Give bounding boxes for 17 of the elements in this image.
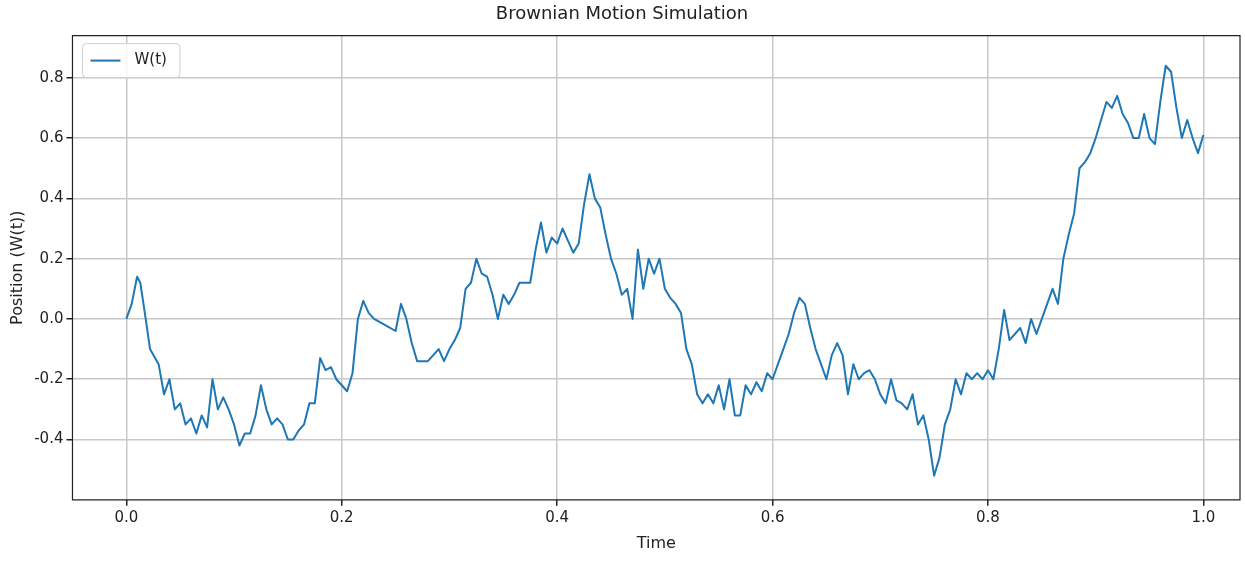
y-tick-label: 0.4: [39, 188, 64, 207]
y-tick-label: 0.0: [39, 308, 64, 327]
x-tick-label: 0.0: [114, 507, 139, 526]
y-tick-label: -0.2: [34, 369, 64, 388]
y-axis-title: Position (W(t)): [6, 210, 26, 325]
x-tick-label: 1.0: [1191, 507, 1216, 526]
y-tick-label: 0.8: [39, 67, 64, 86]
y-tick-label: 0.2: [39, 248, 64, 267]
x-axis-title: Time: [635, 532, 676, 552]
y-tick-label: 0.6: [39, 127, 64, 146]
legend-label: W(t): [134, 50, 167, 69]
chart-title: Brownian Motion Simulation: [495, 2, 749, 24]
x-tick-label: 0.8: [976, 507, 1000, 526]
x-tick-label: 0.6: [760, 507, 785, 526]
x-tick-label: 0.2: [329, 507, 354, 526]
x-tick-label: 0.4: [545, 507, 570, 526]
y-tick-label: -0.4: [34, 429, 64, 448]
